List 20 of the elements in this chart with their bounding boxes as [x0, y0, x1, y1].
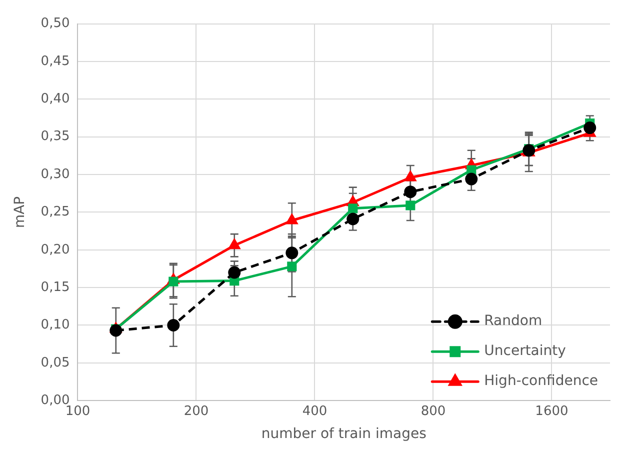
x-tick-label: 1600	[535, 404, 568, 419]
y-tick-label: 0,20	[40, 242, 70, 258]
y-axis-title: mAP	[12, 196, 28, 228]
x-tick-label: 200	[184, 404, 209, 419]
y-tick-label: 0,35	[40, 129, 70, 144]
legend-label: High-confidence	[484, 373, 598, 390]
y-tick-label: 0,15	[40, 280, 70, 295]
y-tick-label: 0,50	[40, 16, 70, 32]
y-tick-label: 0,30	[40, 166, 70, 182]
x-axis-title: number of train images	[261, 426, 426, 442]
y-tick-label: 0,05	[40, 355, 70, 370]
y-tick-label: 0,40	[40, 92, 70, 107]
y-tick-label: 0,10	[40, 318, 70, 333]
x-tick-label: 400	[302, 404, 328, 419]
legend-label: Random	[484, 313, 542, 330]
y-tick-label: 0,25	[40, 204, 70, 220]
x-tick-label: 100	[65, 404, 90, 419]
y-tick-label: 0,45	[40, 54, 70, 69]
legend-label: Uncertainty	[484, 343, 566, 360]
x-tick-label: 800	[420, 404, 446, 419]
